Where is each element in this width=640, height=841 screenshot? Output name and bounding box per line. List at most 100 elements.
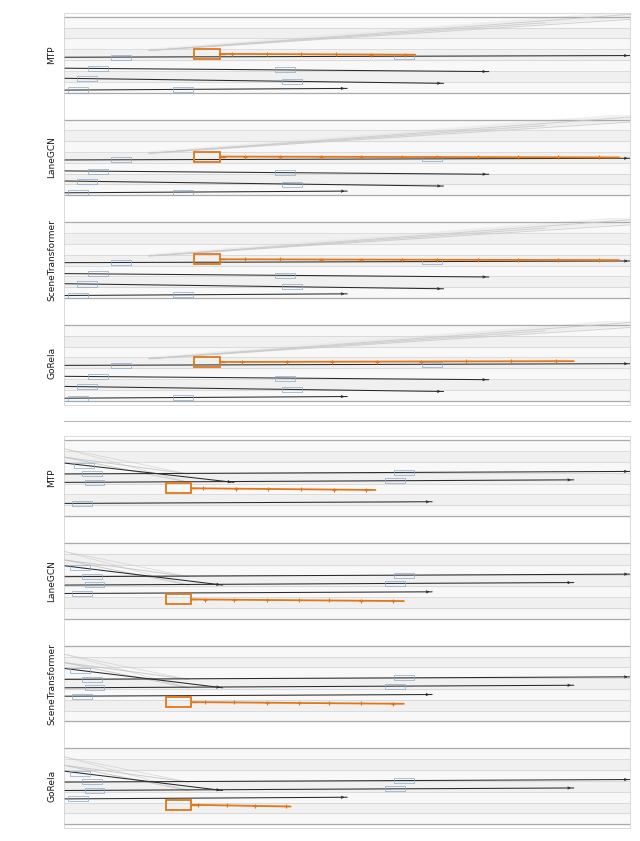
Bar — [84, 685, 104, 690]
Bar — [64, 543, 630, 553]
Bar — [195, 357, 220, 367]
Bar — [68, 87, 88, 93]
Bar — [195, 151, 220, 161]
Bar — [394, 573, 413, 578]
Bar — [83, 471, 102, 476]
Bar — [166, 697, 191, 707]
Bar — [70, 668, 90, 673]
Bar — [70, 770, 90, 775]
Bar — [64, 50, 630, 60]
Bar — [64, 390, 630, 400]
Bar — [166, 484, 191, 494]
Bar — [173, 189, 193, 194]
Bar — [64, 379, 630, 389]
Bar — [64, 174, 630, 184]
Bar — [64, 679, 630, 689]
Bar — [84, 479, 104, 484]
Bar — [64, 234, 630, 243]
Text: GoRela: GoRela — [47, 346, 56, 379]
Bar — [111, 157, 131, 162]
Bar — [64, 28, 630, 38]
Bar — [64, 325, 630, 336]
Bar — [64, 277, 630, 287]
Bar — [64, 358, 630, 368]
Bar — [394, 54, 413, 59]
Bar — [64, 17, 630, 27]
Bar — [64, 576, 630, 586]
Bar — [64, 185, 630, 195]
Bar — [275, 272, 295, 278]
Bar — [64, 39, 630, 49]
Text: MTP: MTP — [47, 469, 56, 488]
Bar — [64, 441, 630, 451]
Bar — [385, 786, 405, 791]
Bar — [64, 690, 630, 700]
Bar — [422, 362, 442, 367]
Bar — [64, 347, 630, 357]
Bar — [394, 470, 413, 475]
Bar — [166, 595, 191, 605]
Bar — [173, 87, 193, 92]
Bar — [77, 384, 97, 389]
Bar — [64, 814, 630, 824]
Bar — [77, 282, 97, 287]
Text: GoRela: GoRela — [47, 770, 56, 802]
Bar — [72, 501, 92, 506]
Bar — [88, 272, 108, 277]
Bar — [64, 554, 630, 564]
Text: SceneTransformer: SceneTransformer — [47, 643, 56, 724]
Bar — [64, 759, 630, 770]
Bar — [64, 120, 630, 130]
Bar — [64, 245, 630, 254]
Bar — [83, 677, 102, 682]
Bar — [88, 169, 108, 174]
Bar — [64, 598, 630, 607]
Bar — [394, 778, 413, 783]
Bar — [64, 587, 630, 596]
Bar — [74, 463, 94, 468]
Bar — [64, 141, 630, 151]
Bar — [68, 190, 88, 195]
Bar — [64, 368, 630, 378]
Bar — [70, 565, 90, 570]
Bar — [282, 79, 301, 84]
Bar — [275, 67, 295, 72]
Bar — [64, 711, 630, 721]
Bar — [72, 591, 92, 596]
Bar — [72, 694, 92, 699]
Bar — [84, 788, 104, 793]
Bar — [195, 254, 220, 264]
Bar — [173, 395, 193, 400]
Bar — [173, 293, 193, 298]
Bar — [64, 255, 630, 265]
Bar — [64, 452, 630, 462]
Bar — [64, 748, 630, 759]
Bar — [77, 179, 97, 184]
Bar — [64, 770, 630, 780]
Bar — [64, 463, 630, 473]
Bar — [195, 49, 220, 59]
Bar — [422, 259, 442, 264]
Bar — [111, 55, 131, 60]
Bar — [64, 803, 630, 813]
Bar — [275, 170, 295, 175]
Bar — [64, 163, 630, 173]
Bar — [77, 76, 97, 81]
Bar — [64, 288, 630, 298]
Bar — [64, 61, 630, 71]
Bar — [64, 608, 630, 618]
Bar — [64, 495, 630, 505]
Bar — [68, 395, 88, 400]
Text: MTP: MTP — [47, 45, 56, 64]
Bar — [282, 284, 301, 289]
Bar — [422, 156, 442, 161]
Bar — [64, 484, 630, 494]
Bar — [83, 574, 102, 579]
Bar — [64, 152, 630, 162]
Bar — [64, 657, 630, 667]
Bar — [83, 780, 102, 785]
Bar — [282, 182, 301, 187]
Bar — [88, 374, 108, 379]
Bar — [64, 473, 630, 483]
Bar — [64, 505, 630, 516]
